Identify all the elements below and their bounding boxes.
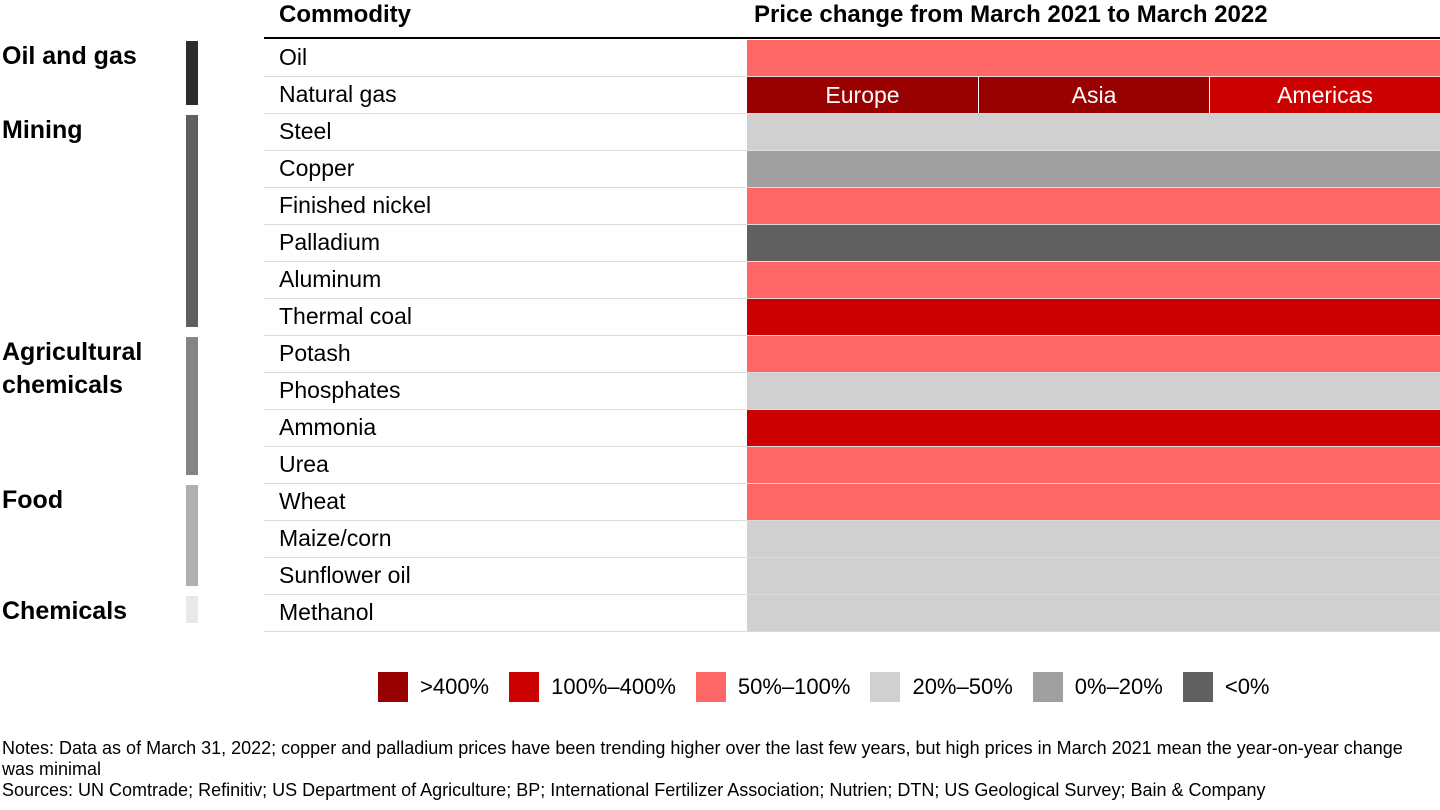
row-separator xyxy=(264,76,1440,77)
commodity-name: Methanol xyxy=(279,599,374,625)
commodity-name: Oil xyxy=(279,44,308,70)
legend-label: 50%–100% xyxy=(737,674,851,699)
group-bar xyxy=(186,485,198,586)
legend-item: 50%–100% xyxy=(695,672,851,702)
commodity-name: Copper xyxy=(279,155,355,181)
legend-item: 0%–20% xyxy=(1032,672,1163,702)
row-separator xyxy=(264,409,1440,410)
row-separator xyxy=(264,483,1440,484)
row-separator xyxy=(264,446,1440,447)
change-cell xyxy=(747,373,1440,409)
row-separator xyxy=(264,631,1440,632)
region-cell: Americas xyxy=(1209,77,1440,113)
group-label: Oil and gas xyxy=(2,42,137,70)
note-line: Notes: Data as of March 31, 2022; copper… xyxy=(2,738,1403,779)
change-cell xyxy=(747,410,1440,446)
change-cell xyxy=(747,188,1440,224)
commodity-name: Ammonia xyxy=(279,414,377,440)
legend-item: <0% xyxy=(1182,672,1270,702)
notes: Notes: Data as of March 31, 2022; copper… xyxy=(2,738,1432,801)
row-separator xyxy=(264,335,1440,336)
row-separator xyxy=(264,557,1440,558)
commodity-header: Commodity xyxy=(279,1,411,28)
row-separator xyxy=(264,261,1440,262)
row-separator xyxy=(264,187,1440,188)
legend-swatch xyxy=(870,672,901,702)
legend-item: >400% xyxy=(378,672,489,702)
legend-label: 20%–50% xyxy=(912,674,1013,699)
commodity-name: Maize/corn xyxy=(279,525,392,551)
change-cell xyxy=(747,40,1440,76)
change-cell xyxy=(747,225,1440,261)
change-cell xyxy=(747,447,1440,483)
commodity-name: Natural gas xyxy=(279,81,397,107)
change-cell xyxy=(747,558,1440,594)
legend-label: 100%–400% xyxy=(551,674,676,699)
commodity-name: Phosphates xyxy=(279,377,401,403)
legend-swatch xyxy=(1182,672,1213,702)
change-cell xyxy=(747,336,1440,372)
header-rule xyxy=(264,37,1440,39)
row-separator xyxy=(264,150,1440,151)
commodity-name: Aluminum xyxy=(279,266,382,292)
commodity-name: Palladium xyxy=(279,229,380,255)
legend-swatch xyxy=(695,672,726,702)
commodity-name: Sunflower oil xyxy=(279,562,411,588)
group-label: Mining xyxy=(2,116,83,144)
change-cell xyxy=(747,262,1440,298)
change-cell xyxy=(747,299,1440,335)
region-cell: Europe xyxy=(747,77,978,113)
change-cell xyxy=(747,484,1440,520)
row-separator xyxy=(264,298,1440,299)
commodity-name: Potash xyxy=(279,340,351,366)
row-separator xyxy=(264,520,1440,521)
row-separator xyxy=(264,224,1440,225)
legend: >400% 100%–400% 50%–100% 20%–50% 0%–20% <0% xyxy=(378,672,1270,702)
commodity-name: Thermal coal xyxy=(279,303,412,329)
note-line: Sources: UN Comtrade; Refinitiv; US Depa… xyxy=(2,780,1266,800)
group-bar xyxy=(186,337,198,475)
legend-swatch xyxy=(509,672,540,702)
commodity-name: Wheat xyxy=(279,488,346,514)
region-cell: Asia xyxy=(978,77,1209,113)
group-label: Agricultural chemicals xyxy=(2,338,143,399)
group-label: Food xyxy=(2,486,64,514)
change-header: Price change from March 2021 to March 20… xyxy=(754,1,1268,28)
commodity-name: Steel xyxy=(279,118,332,144)
change-cell xyxy=(747,595,1440,631)
change-cell xyxy=(747,114,1440,150)
group-bar xyxy=(186,41,198,105)
change-cell xyxy=(747,521,1440,557)
legend-swatch xyxy=(378,672,408,702)
change-cell xyxy=(747,151,1440,187)
legend-swatch xyxy=(1032,672,1063,702)
legend-label: 0%–20% xyxy=(1074,674,1163,699)
commodity-name: Finished nickel xyxy=(279,192,432,218)
legend-item: 100%–400% xyxy=(509,672,676,702)
legend-label: >400% xyxy=(420,674,490,699)
group-label: Chemicals xyxy=(2,597,128,625)
legend-item: 20%–50% xyxy=(870,672,1013,702)
group-bar xyxy=(186,115,198,327)
row-separator xyxy=(264,113,1440,114)
row-separator xyxy=(264,372,1440,373)
group-bar xyxy=(186,596,198,623)
legend-label: <0% xyxy=(1224,674,1270,699)
commodity-name: Urea xyxy=(279,451,329,477)
row-separator xyxy=(264,594,1440,595)
